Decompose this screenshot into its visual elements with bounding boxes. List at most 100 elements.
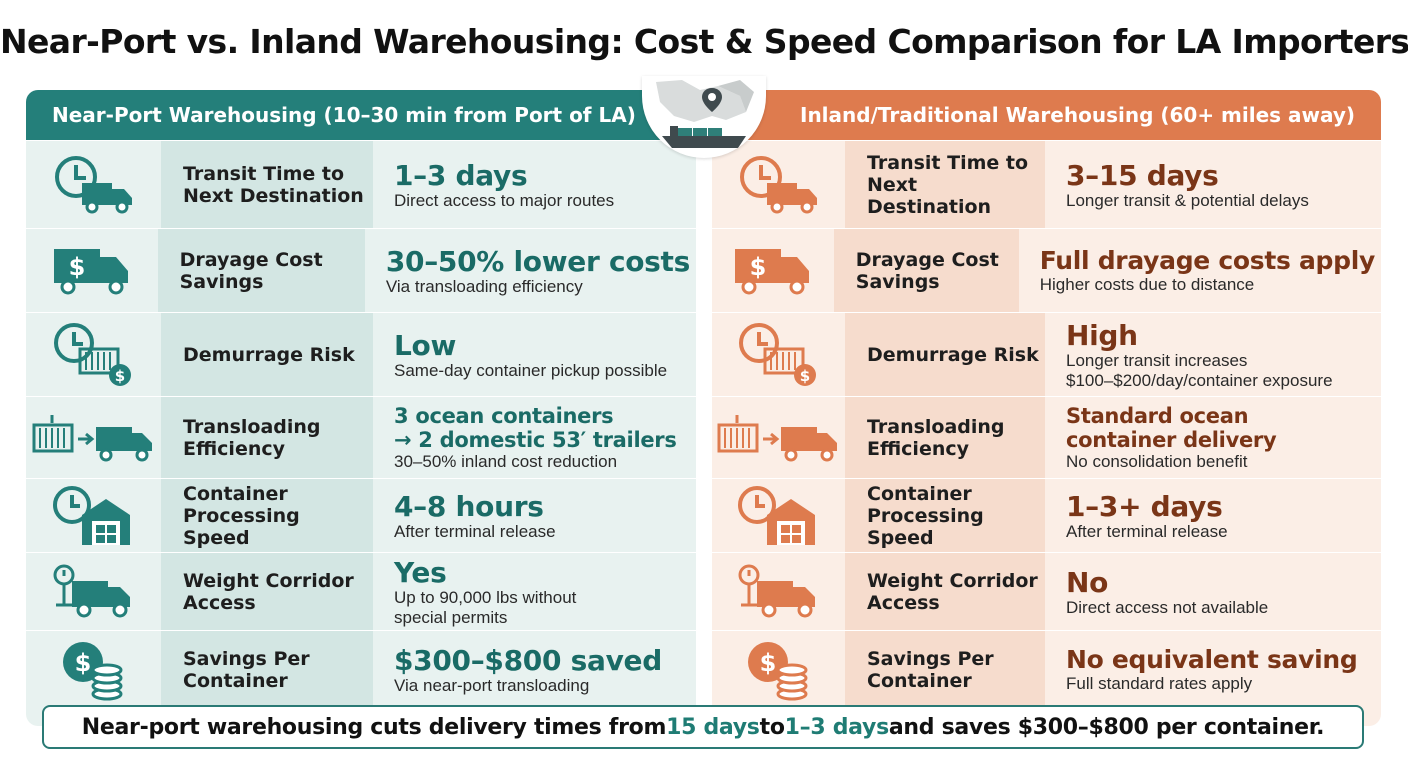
value-main: $300–$800 saved — [394, 643, 662, 677]
table-row: Weight Corridor Access No Direct access … — [712, 552, 1381, 631]
value-main: No — [1066, 565, 1109, 599]
row-label: Weight Corridor Access — [161, 553, 373, 631]
value-main: Yes — [394, 555, 447, 589]
row-label: Savings Per Container — [845, 631, 1045, 709]
scale-truck-icon — [26, 553, 161, 631]
summary-text-1: Near-port warehousing cuts delivery time… — [81, 714, 667, 740]
dollar-truck-icon: $ — [26, 229, 158, 313]
value-main: High — [1066, 318, 1138, 352]
row-label: Demurrage Risk — [161, 313, 373, 397]
value-sub: Up to 90,000 lbs without — [394, 587, 577, 607]
row-label: Transit Time to Next Destination — [161, 141, 373, 229]
row-value: 30–50% lower costs Via transloading effi… — [365, 229, 696, 313]
row-label: Transloading Efficiency — [161, 397, 373, 479]
table-row: Transloading Efficiency 3 ocean containe… — [26, 396, 696, 479]
row-value: High Longer transit increases $100–$200/… — [1045, 313, 1381, 397]
value-main: 3–15 days — [1066, 158, 1219, 192]
value-sub-line2: $100–$200/day/container exposure — [1066, 370, 1333, 390]
value-main: 1–3 days — [394, 158, 528, 192]
container-to-truck-icon — [26, 397, 161, 479]
summary-highlight-15-days: 15 days — [666, 714, 760, 740]
scale-truck-icon — [712, 553, 845, 631]
row-value: No equivalent saving Full standard rates… — [1045, 631, 1381, 709]
value-sub: Via near-port transloading — [394, 675, 590, 695]
row-label: Weight Corridor Access — [845, 553, 1045, 631]
clock-warehouse-icon — [712, 479, 845, 553]
value-sub: After terminal release — [1066, 521, 1228, 541]
row-label: Drayage Cost Savings — [157, 229, 365, 313]
value-sub: Direct access to major routes — [394, 190, 615, 210]
table-row: Transit Time to Next Destination 1–3 day… — [26, 140, 696, 229]
summary-text-3: and saves $300–$800 per container. — [888, 714, 1325, 740]
inland-header: Inland/Traditional Warehousing (60+ mile… — [712, 90, 1381, 140]
inland-panel: Inland/Traditional Warehousing (60+ mile… — [712, 90, 1381, 726]
row-value: Yes Up to 90,000 lbs without special per… — [373, 553, 696, 631]
table-row: Weight Corridor Access Yes Up to 90,000 … — [26, 552, 696, 631]
container-to-truck-icon — [712, 397, 845, 479]
row-label: Container Processing Speed — [161, 479, 373, 553]
row-label: Drayage Cost Savings — [833, 229, 1019, 313]
clock-warehouse-icon — [26, 479, 161, 553]
value-sub: Direct access not available — [1066, 597, 1269, 617]
dollar-coins-icon: $ — [26, 631, 161, 709]
value-main: Low — [394, 328, 457, 362]
value-sub: Same-day container pickup possible — [394, 360, 668, 380]
dollar-coins-icon: $ — [712, 631, 845, 709]
clock-truck-icon — [712, 141, 845, 229]
row-value: $300–$800 saved Via near-port transloadi… — [373, 631, 696, 709]
table-row: Container Processing Speed 4–8 hours Aft… — [26, 478, 696, 553]
row-value: 4–8 hours After terminal release — [373, 479, 696, 553]
svg-text:$: $ — [74, 649, 91, 677]
value-main: 30–50% lower costs — [385, 244, 690, 278]
value-main: 1–3+ days — [1066, 489, 1223, 523]
value-sub-line2: special permits — [394, 607, 508, 627]
row-value: Low Same-day container pickup possible — [373, 313, 696, 397]
clock-container-dollar-icon: $ — [712, 313, 845, 397]
row-value: No Direct access not available — [1045, 553, 1381, 631]
near-port-header: Near-Port Warehousing (10–30 min from Po… — [26, 90, 696, 140]
summary-banner: Near-port warehousing cuts delivery time… — [42, 705, 1364, 749]
summary-text-2: to — [759, 714, 785, 740]
value-sub: 30–50% inland cost reduction — [394, 452, 618, 471]
value-main: Standard ocean — [1066, 404, 1249, 428]
table-row: $ Savings Per Container $300–$800 saved … — [26, 630, 696, 709]
clock-truck-icon — [26, 141, 161, 229]
svg-text:$: $ — [799, 367, 809, 385]
value-main-line2: → 2 domestic 53′ trailers — [394, 428, 677, 452]
row-value: 3–15 days Longer transit & potential del… — [1045, 141, 1381, 229]
table-row: $ Demurrage Risk Low Same-day container … — [26, 312, 696, 397]
value-sub: Full standard rates apply — [1066, 674, 1253, 693]
value-main: 3 ocean containers — [394, 404, 614, 428]
summary-highlight-1-3-days: 1–3 days — [784, 714, 890, 740]
table-row: Transloading Efficiency Standard ocean c… — [712, 396, 1381, 479]
value-main-line2: container delivery — [1066, 428, 1277, 452]
table-row: Container Processing Speed 1–3+ days Aft… — [712, 478, 1381, 553]
table-row: $ Savings Per Container No equivalent sa… — [712, 630, 1381, 709]
clock-container-dollar-icon: $ — [26, 313, 161, 397]
table-row: Transit Time to Next Destination 3–15 da… — [712, 140, 1381, 229]
row-label: Demurrage Risk — [845, 313, 1045, 397]
row-value: 1–3+ days After terminal release — [1045, 479, 1381, 553]
svg-text:$: $ — [759, 649, 776, 677]
row-label: Transit Time to Next Destination — [845, 141, 1045, 229]
row-value: 1–3 days Direct access to major routes — [373, 141, 696, 229]
row-value: Standard ocean container delivery No con… — [1045, 397, 1381, 479]
near-port-panel: Near-Port Warehousing (10–30 min from Po… — [26, 90, 696, 726]
value-main: 4–8 hours — [394, 489, 544, 523]
row-value: Full drayage costs apply Higher costs du… — [1019, 229, 1381, 313]
value-sub: Longer transit & potential delays — [1066, 190, 1309, 210]
value-sub: Longer transit increases — [1066, 350, 1248, 370]
table-row: $ Drayage Cost Savings Full drayage cost… — [712, 228, 1381, 313]
table-row: $ Demurrage Risk High Longer transit inc… — [712, 312, 1381, 397]
svg-text:$: $ — [750, 253, 767, 281]
value-sub: No consolidation benefit — [1066, 452, 1248, 471]
svg-text:$: $ — [68, 253, 85, 281]
svg-text:$: $ — [114, 367, 124, 385]
row-label: Transloading Efficiency — [845, 397, 1045, 479]
page-title: Near-Port vs. Inland Warehousing: Cost &… — [0, 22, 1408, 61]
value-sub: After terminal release — [394, 521, 556, 541]
value-sub: Higher costs due to distance — [1039, 275, 1255, 294]
row-value: 3 ocean containers → 2 domestic 53′ trai… — [373, 397, 696, 479]
row-label: Container Processing Speed — [845, 479, 1045, 553]
dollar-truck-icon: $ — [712, 229, 834, 313]
